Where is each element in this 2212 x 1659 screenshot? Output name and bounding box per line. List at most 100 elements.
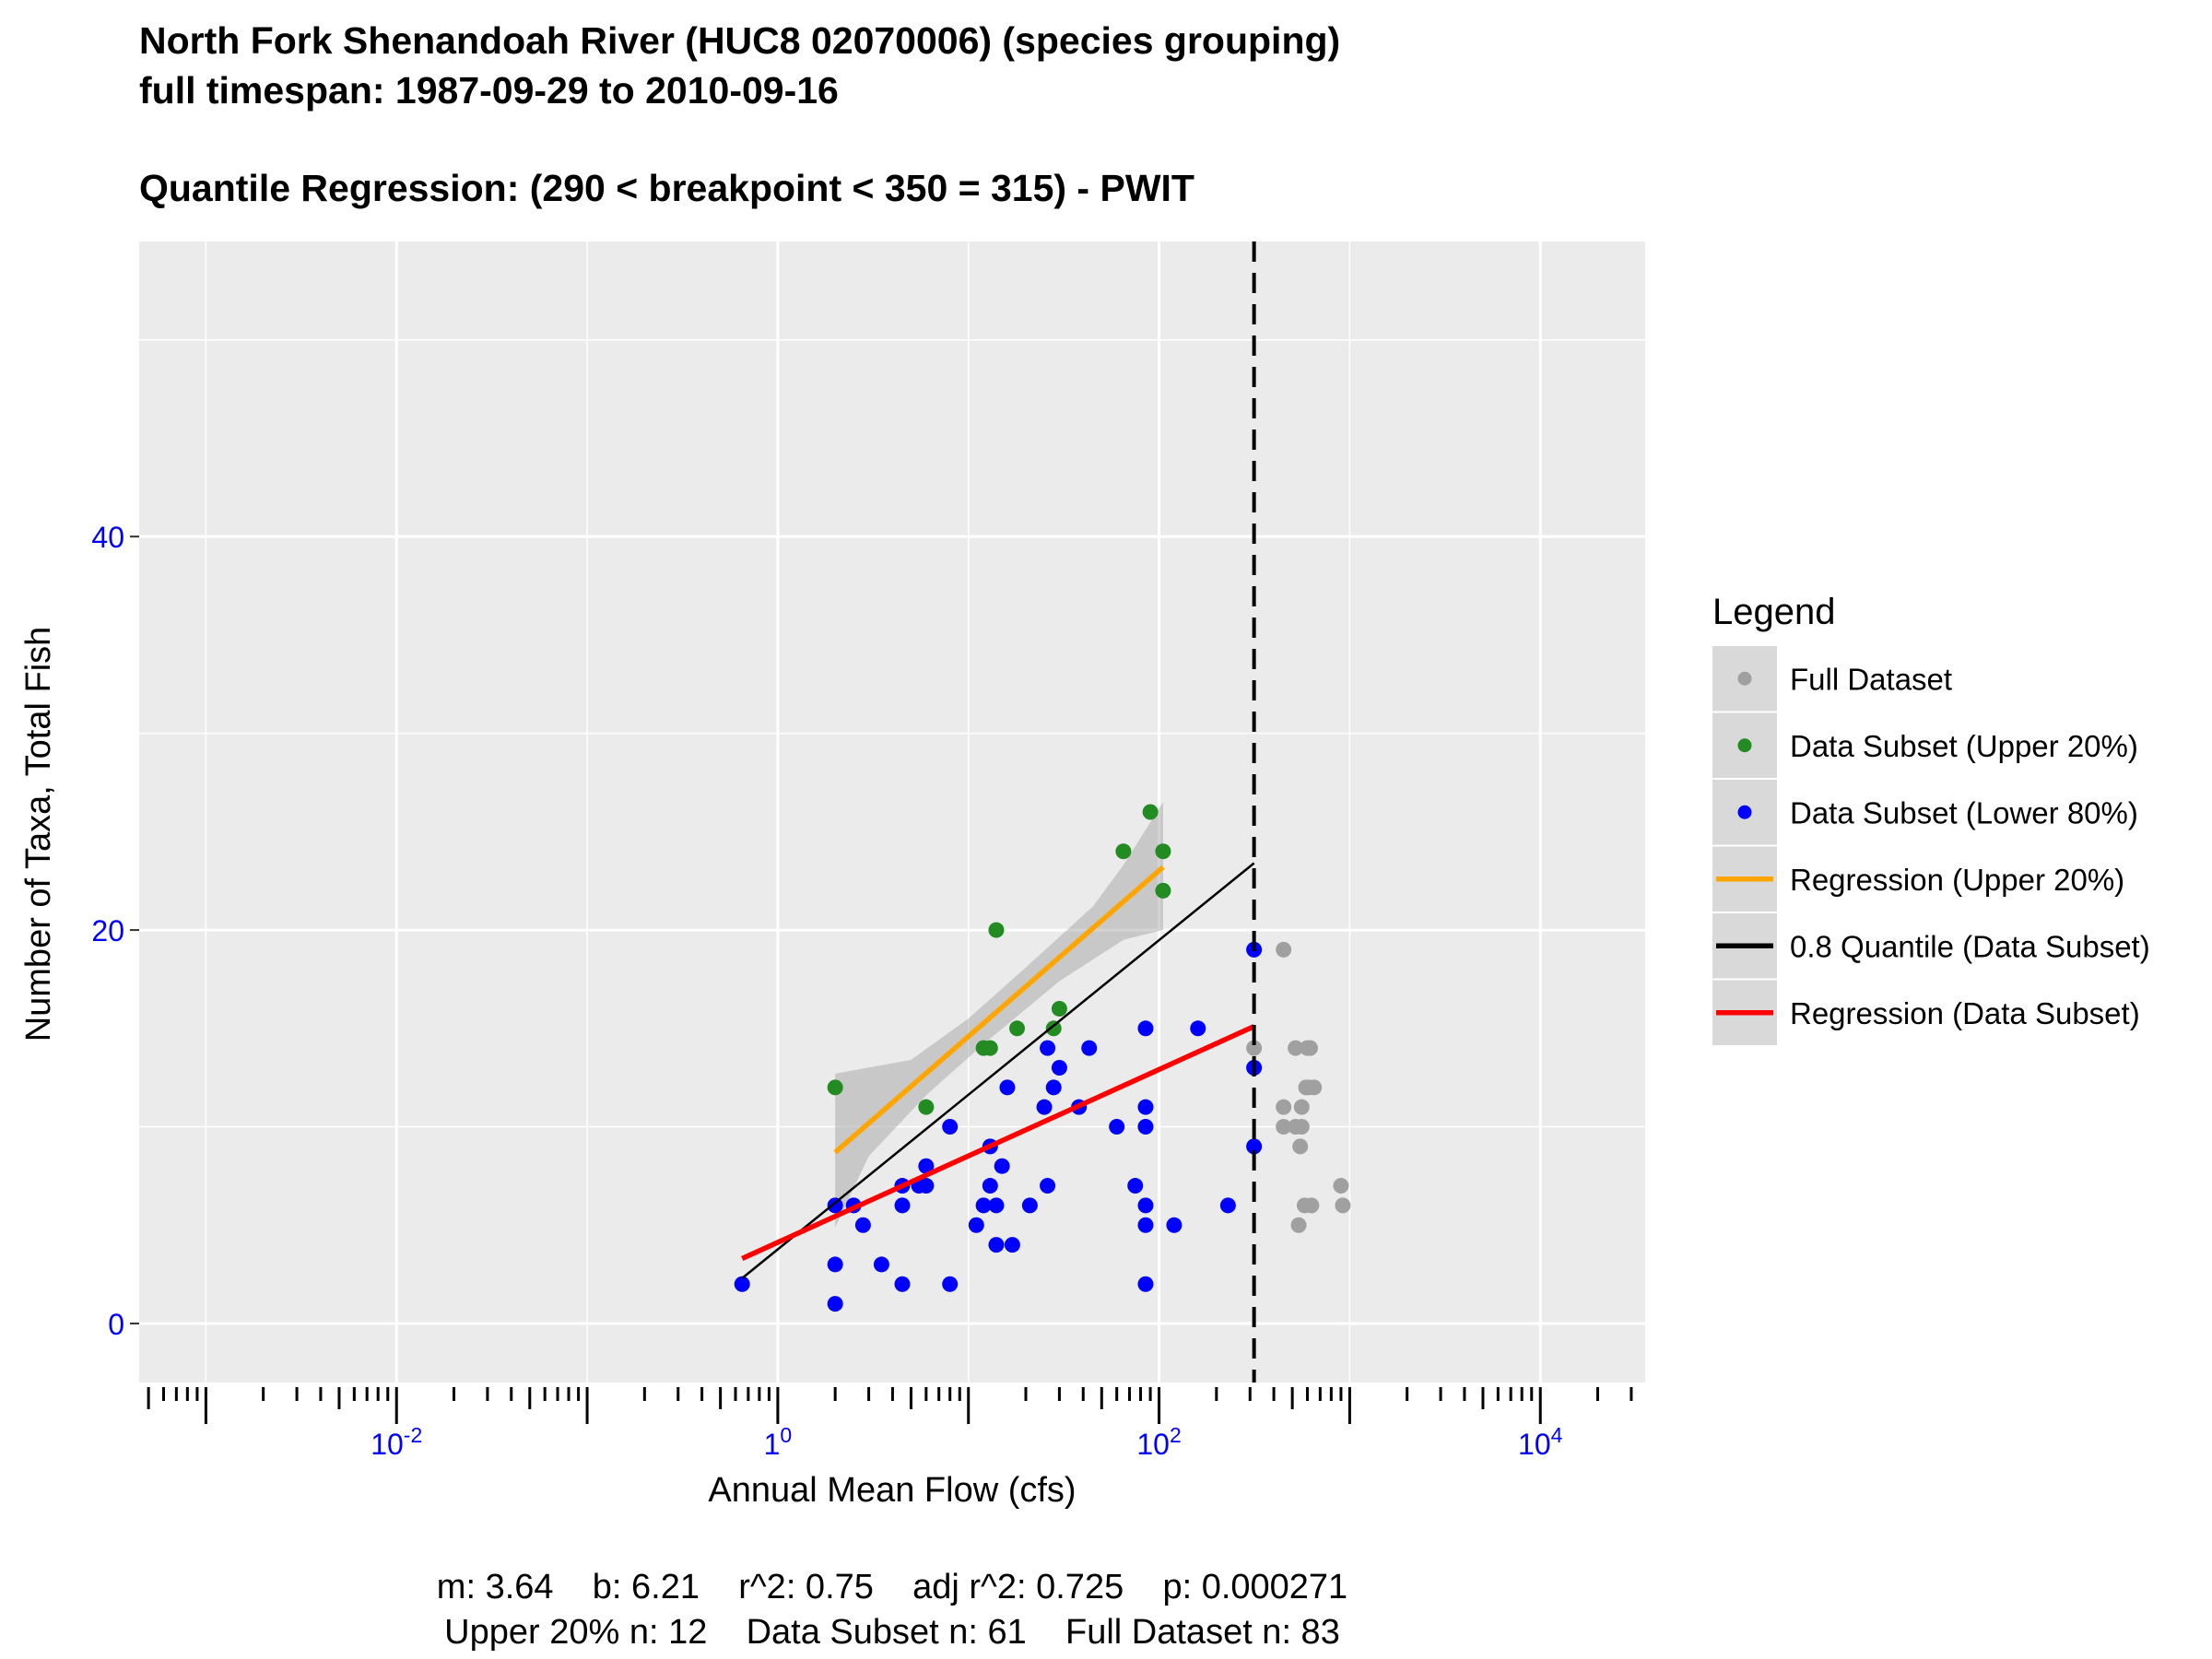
point-lower-80 [988,1237,1005,1253]
x-tick-label: 102 [1136,1423,1181,1461]
point-full-dataset [1335,1197,1351,1214]
point-lower-80 [994,1158,1010,1174]
point-lower-80 [854,1217,871,1233]
point-lower-80 [1190,1020,1206,1037]
point-lower-80 [1127,1178,1144,1194]
legend-point-key [1737,671,1752,686]
point-lower-80 [894,1197,911,1214]
chart-title-line1: North Fork Shenandoah River (HUC8 020700… [139,19,1340,62]
legend-point-key [1737,805,1752,819]
point-full-dataset [1276,1099,1292,1115]
point-full-dataset [1290,1217,1307,1233]
plot-area: 0 20 40 10-2 10 102 104 [91,241,1645,1461]
point-upper-20 [1155,843,1171,860]
point-lower-80 [975,1197,992,1214]
point-full-dataset [1288,1040,1304,1056]
point-full-dataset [1293,1119,1310,1135]
point-lower-80 [982,1178,998,1194]
point-lower-80 [1137,1197,1154,1214]
legend-item: Data Subset (Upper 20%) [1712,712,2138,778]
point-lower-80 [1045,1079,1062,1096]
point-full-dataset [1306,1079,1323,1096]
point-lower-80 [894,1276,911,1292]
point-upper-20 [1155,882,1171,899]
point-upper-20 [1051,1000,1067,1017]
stats-line-1: m: 3.64 b: 6.21 r^2: 0.75 adj r^2: 0.725… [437,1568,1347,1606]
legend-item: Regression (Data Subset) [1712,980,2140,1045]
point-lower-80 [1166,1217,1182,1233]
legend-label: Data Subset (Upper 20%) [1790,729,2138,763]
point-lower-80 [988,1197,1005,1214]
point-full-dataset [1246,1040,1263,1056]
point-lower-80 [1021,1197,1038,1214]
point-lower-80 [827,1197,843,1214]
point-upper-20 [1009,1020,1026,1037]
point-lower-80 [734,1276,750,1292]
x-tick-label: 104 [1518,1423,1563,1461]
point-lower-80 [873,1256,889,1273]
point-lower-80 [1040,1040,1056,1056]
point-lower-80 [1051,1059,1067,1076]
point-full-dataset [1276,941,1292,958]
point-lower-80 [968,1217,984,1233]
point-upper-20 [827,1079,843,1096]
point-lower-80 [1137,1020,1154,1037]
quantile-line-data-subset [741,862,1255,1279]
regression-line-data-subset [741,1024,1255,1262]
regression-line-upper-20 [833,865,1165,1155]
point-full-dataset [1293,1099,1310,1115]
legend-title: Legend [1712,592,1835,632]
point-lower-80 [1040,1178,1056,1194]
point-lower-80 [827,1256,843,1273]
y-tick-label: 20 [91,914,124,947]
point-lower-80 [1137,1119,1154,1135]
legend-item: Full Dataset [1712,646,1952,712]
legend-item: 0.8 Quantile (Data Subset) [1712,913,2150,979]
point-full-dataset [1301,1040,1318,1056]
plot-panel [139,241,1645,1382]
x-tick-label: 10 [764,1423,793,1461]
legend-label: Full Dataset [1790,662,1952,696]
point-lower-80 [1036,1099,1053,1115]
legend-label: Data Subset (Lower 80%) [1790,795,2138,830]
legend: Legend Full Dataset Data Subset (Upper 20… [1712,592,2150,1045]
point-lower-80 [1246,1138,1263,1155]
point-full-dataset [1303,1197,1320,1214]
chart-title-line2: full timespan: 1987-09-29 to 2010-09-16 [139,69,839,112]
chart-title-line3: Quantile Regression: (290 < breakpoint <… [139,167,1194,209]
point-lower-80 [1137,1099,1154,1115]
x-axis-label: Annual Mean Flow (cfs) [708,1471,1076,1510]
confidence-band [835,802,1163,1228]
point-full-dataset [1276,1119,1292,1135]
point-lower-80 [942,1276,959,1292]
point-lower-80 [1137,1217,1154,1233]
legend-label: Regression (Upper 20%) [1790,863,2124,897]
point-upper-20 [982,1040,998,1056]
legend-point-key [1737,738,1752,753]
point-lower-80 [827,1296,843,1312]
legend-item: Data Subset (Lower 80%) [1712,780,2138,845]
point-upper-20 [918,1099,935,1115]
point-lower-80 [999,1079,1016,1096]
legend-item: Regression (Upper 20%) [1712,846,2124,912]
y-tick-label: 0 [108,1308,124,1341]
point-lower-80 [918,1178,935,1194]
point-lower-80 [1004,1237,1020,1253]
x-tick-label: 10-2 [371,1423,422,1461]
point-lower-80 [1137,1276,1154,1292]
point-lower-80 [1081,1040,1098,1056]
point-upper-20 [1045,1020,1062,1037]
point-upper-20 [1142,804,1159,820]
legend-label: Regression (Data Subset) [1790,996,2140,1030]
legend-label: 0.8 Quantile (Data Subset) [1790,929,2150,963]
y-axis-label: Number of Taxa, Total Fish [19,627,58,1042]
point-upper-20 [988,922,1005,938]
point-lower-80 [1219,1197,1236,1214]
point-lower-80 [1109,1119,1125,1135]
point-full-dataset [1292,1138,1309,1155]
y-tick-label: 40 [91,521,124,554]
point-lower-80 [918,1158,935,1174]
point-full-dataset [1333,1178,1349,1194]
point-upper-20 [1115,843,1132,860]
